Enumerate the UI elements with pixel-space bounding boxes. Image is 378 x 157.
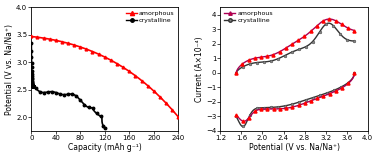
Y-axis label: Potential (V vs. Na/Na⁺): Potential (V vs. Na/Na⁺) xyxy=(5,24,14,115)
Legend: amorphous, crystalline: amorphous, crystalline xyxy=(223,11,274,24)
X-axis label: Potential (V vs. Na/Na⁺): Potential (V vs. Na/Na⁺) xyxy=(248,143,339,152)
Legend: amorphous, crystalline: amorphous, crystalline xyxy=(125,11,175,24)
Y-axis label: Current (A×10⁻⁴): Current (A×10⁻⁴) xyxy=(195,36,204,102)
X-axis label: Capacity (mAh g⁻¹): Capacity (mAh g⁻¹) xyxy=(68,143,142,152)
